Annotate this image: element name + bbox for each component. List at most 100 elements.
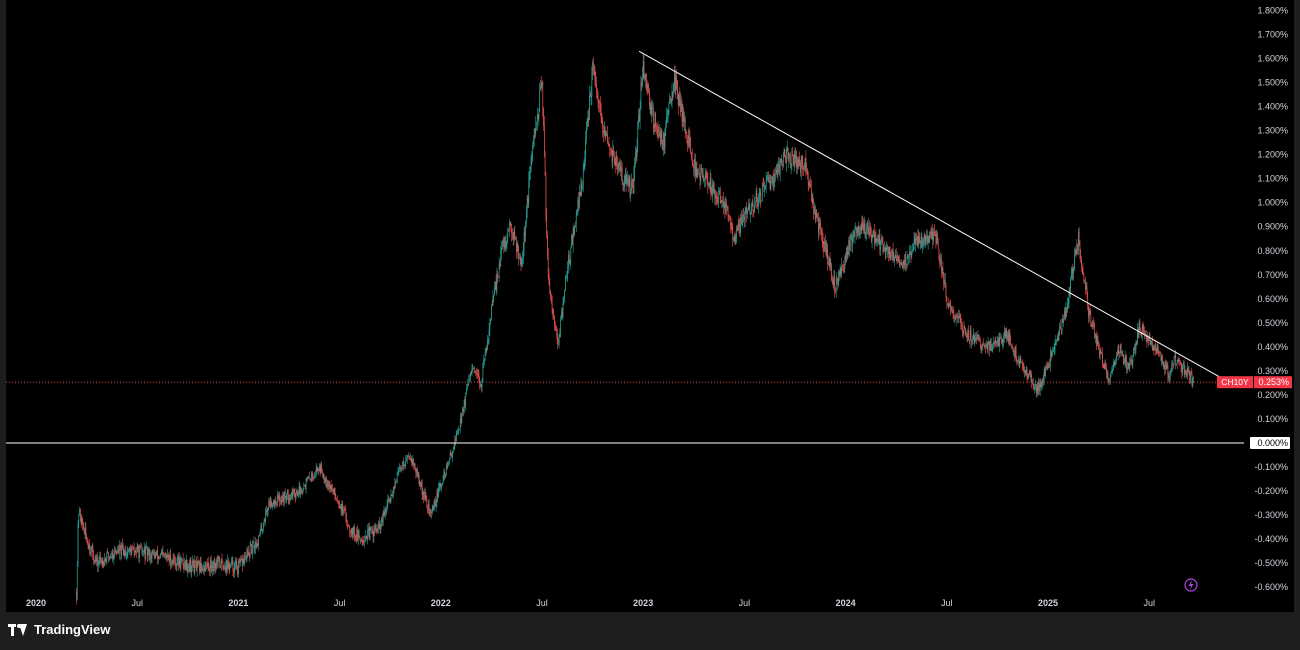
candle-body xyxy=(700,167,702,181)
y-tick-label: 1.000% xyxy=(1257,198,1288,208)
candle-body xyxy=(978,335,980,338)
candle-body xyxy=(1153,346,1155,351)
candle xyxy=(380,519,382,534)
candle xyxy=(999,332,1001,353)
candle xyxy=(924,233,926,245)
candle-body xyxy=(1152,346,1154,350)
lightning-bolt-icon[interactable] xyxy=(1184,578,1198,592)
candle-body xyxy=(992,344,994,349)
candle xyxy=(1051,350,1053,359)
candle xyxy=(88,543,90,550)
candle xyxy=(992,343,994,353)
candle-body xyxy=(654,112,656,128)
candle-body xyxy=(645,73,646,81)
candle-body xyxy=(993,341,994,345)
candle xyxy=(869,220,871,237)
candle-body xyxy=(413,458,414,466)
price-axis[interactable]: 1.800%1.700%1.600%1.500%1.400%1.300%1.20… xyxy=(1254,5,1288,592)
tradingview-logo-icon xyxy=(8,623,28,637)
candle-body xyxy=(427,508,428,510)
candle-body xyxy=(1098,344,1099,349)
candle-body xyxy=(472,368,474,370)
candle-body xyxy=(491,305,493,307)
candle xyxy=(144,545,146,565)
candle-body xyxy=(469,376,470,378)
candle-body xyxy=(589,94,590,121)
candle-body xyxy=(722,200,723,203)
candle-body xyxy=(769,180,771,189)
candle xyxy=(1048,362,1050,368)
candle-body xyxy=(1021,361,1022,363)
candle-body xyxy=(670,97,671,103)
time-axis[interactable]: 2020 Jul 2021 Jul 2022 Jul 2023 Jul 2024 Jul 2025 J… xyxy=(26,598,1155,608)
candle-body xyxy=(874,230,875,244)
candle xyxy=(877,234,878,247)
candle xyxy=(886,241,888,252)
candle xyxy=(956,314,958,318)
candle xyxy=(1154,344,1155,351)
candle-body xyxy=(586,127,587,140)
candle-body xyxy=(252,541,254,543)
candle-body xyxy=(1188,370,1190,372)
candle xyxy=(326,475,327,489)
candle xyxy=(1144,331,1146,338)
candle xyxy=(667,109,669,123)
candle-body xyxy=(334,487,336,497)
candle-body xyxy=(353,526,354,535)
candle xyxy=(209,566,210,576)
brand[interactable]: TradingView xyxy=(8,622,110,637)
candle xyxy=(1107,370,1109,382)
candle-body xyxy=(517,243,519,253)
candle xyxy=(276,501,277,508)
candle xyxy=(1097,332,1099,347)
candle-body xyxy=(494,286,495,295)
candle xyxy=(87,539,89,550)
candle xyxy=(169,550,171,564)
candle-body xyxy=(145,547,147,559)
candle xyxy=(178,552,179,571)
candle xyxy=(107,547,108,554)
chart-pane[interactable]: 1.800% 1.700% 1.600% 1.500% 1.400% 1.300% 1.20… xyxy=(6,0,1294,612)
candle xyxy=(443,467,445,482)
candle-body xyxy=(994,340,996,343)
candlestick-chart[interactable]: 1.800%1.700%1.600%1.500%1.400%1.300%1.20… xyxy=(6,0,1294,612)
candle xyxy=(142,547,143,557)
candle xyxy=(767,171,769,180)
candle xyxy=(98,555,100,565)
candle-body xyxy=(619,164,621,166)
candle xyxy=(568,250,569,274)
candle xyxy=(309,478,311,481)
candle-body xyxy=(122,548,124,550)
candle xyxy=(425,491,427,502)
candle-body xyxy=(982,343,983,347)
candle-body xyxy=(519,257,520,259)
candle xyxy=(433,500,435,511)
candle-body xyxy=(1141,326,1143,338)
candle xyxy=(1151,339,1152,348)
candle-body xyxy=(825,244,827,256)
candle xyxy=(503,235,505,254)
candle-body xyxy=(173,557,175,563)
candle xyxy=(1070,276,1071,298)
candle xyxy=(244,551,245,567)
candle xyxy=(118,544,119,555)
candle-body xyxy=(399,466,401,469)
candle-body xyxy=(688,135,690,139)
candle xyxy=(225,558,227,575)
candle xyxy=(1006,327,1008,343)
candle xyxy=(1085,282,1087,291)
candle xyxy=(933,227,934,245)
candle-body xyxy=(837,278,839,286)
candle xyxy=(969,339,970,345)
candle xyxy=(224,565,226,573)
candle-body xyxy=(294,497,296,499)
candle-body xyxy=(863,223,864,231)
candle xyxy=(553,308,555,320)
candle-body xyxy=(579,192,581,196)
candle-body xyxy=(802,160,804,169)
candle xyxy=(680,91,681,117)
candle-body xyxy=(1092,323,1094,326)
candle-body xyxy=(1067,303,1069,305)
trendline[interactable] xyxy=(638,50,1227,381)
candle xyxy=(980,343,982,354)
